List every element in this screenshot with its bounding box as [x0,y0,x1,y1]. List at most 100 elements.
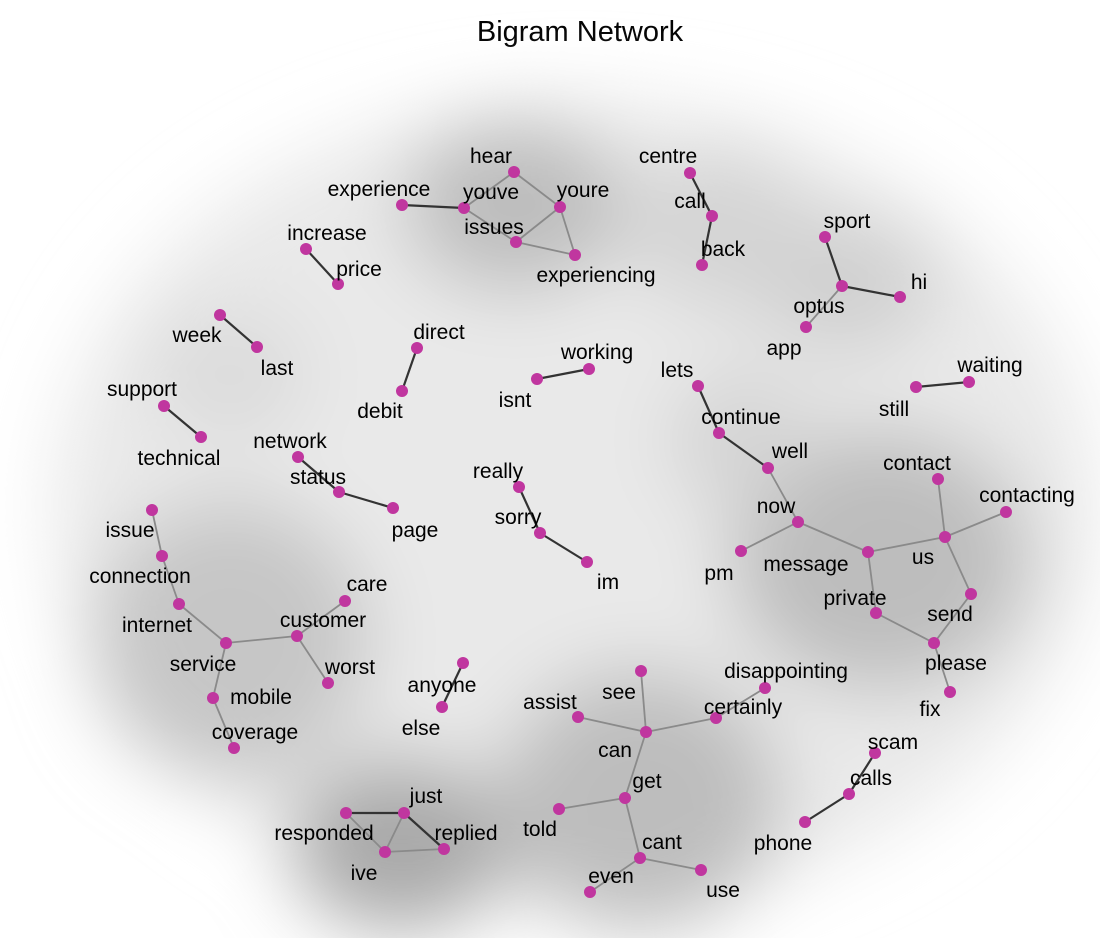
node-can [640,726,652,738]
node-youre [554,201,566,213]
node-see [635,665,647,677]
node-increase [300,243,312,255]
node-week [214,309,226,321]
edge-youve-hear [463,171,515,209]
node-pm [735,545,747,557]
label-youre: youre [557,179,610,202]
node-just [398,807,410,819]
node-us [939,531,951,543]
node-told [553,803,565,815]
label-last: last [261,357,294,380]
label-cant: cant [642,831,682,854]
node-working [583,363,595,375]
node-issue [146,504,158,516]
node-calls [843,788,855,800]
label-call: call [674,190,706,213]
label-else: else [402,717,441,740]
edge-cant-even [589,857,641,893]
page-title: Bigram Network [476,16,684,48]
label-centre: centre [639,145,697,168]
node-hear [508,166,520,178]
edge-service-customer [225,635,298,644]
node-layer [146,166,1012,898]
node-youve [458,202,470,214]
label-continue: continue [701,406,780,429]
node-scam [869,747,881,759]
edge-week-last [219,314,258,348]
node-mobile [207,692,219,704]
edge-optus-hi [841,284,901,299]
edge-customer-worst [296,635,329,684]
node-still [910,381,922,393]
edge-call-back [700,215,714,266]
label-connection: connection [89,565,191,588]
label-assist: assist [523,691,577,714]
label-pm: pm [704,562,733,585]
label-im: im [597,571,619,594]
node-else [436,701,448,713]
node-waiting [963,376,975,388]
label-please: please [925,652,987,675]
label-worst: worst [324,656,375,679]
edge-connection-internet [161,555,180,605]
label-certainly: certainly [704,696,783,719]
label-calls: calls [850,767,892,790]
node-certainly [710,712,722,724]
edge-please-fix [933,642,951,693]
edge-message-us [867,536,946,553]
edge-certainly-disappointing [715,687,766,719]
label-phone: phone [754,832,812,855]
label-told: told [523,818,557,841]
node-experience [396,199,408,211]
halo-6 [290,760,510,930]
edge-get-told [558,797,626,810]
node-message [862,546,874,558]
label-coverage: coverage [212,721,298,744]
node-well [762,462,774,474]
node-disappointing [759,682,771,694]
node-now [792,516,804,528]
label-use: use [706,879,740,902]
edge-centre-call [689,172,713,217]
edge-really-sorry [517,486,542,534]
label-layer: hear experience youve youre issues experienci… [89,145,1075,902]
label-disappointing: disappointing [724,660,848,683]
node-network [292,451,304,463]
node-direct [411,342,423,354]
edge-contact-us [937,478,946,538]
label-internet: internet [122,614,192,637]
label-now: now [757,495,796,518]
node-experiencing [569,249,581,261]
label-anyone: anyone [408,674,477,697]
halo-9 [670,370,810,510]
label-issues: issues [464,216,524,239]
node-ive [379,846,391,858]
label-sport: sport [824,210,871,233]
edge-well-now [767,467,799,523]
edge-ive-replied [384,848,445,853]
edge-us-send [944,536,972,595]
node-optus [836,280,848,292]
node-customer [291,630,303,642]
label-fix: fix [920,698,942,721]
label-us: us [912,546,934,569]
node-worst [322,677,334,689]
edge-layer [151,171,1007,893]
edge-status-page [338,490,394,510]
label-isnt: isnt [499,389,532,412]
node-service [220,637,232,649]
edge-see-can [640,670,647,733]
label-app: app [766,337,801,360]
edge-support-technical [163,405,202,438]
edge-still-waiting [915,380,970,389]
label-page: page [392,519,439,542]
label-experience: experience [328,178,431,201]
node-contacting [1000,506,1012,518]
node-status [333,486,345,498]
edge-issues-experiencing [515,241,576,256]
edge-now-pm [740,521,799,552]
label-contact: contact [883,452,951,475]
edge-youve-issues [463,207,517,243]
edge-can-get [624,731,647,799]
edge-just-ive [384,812,405,853]
